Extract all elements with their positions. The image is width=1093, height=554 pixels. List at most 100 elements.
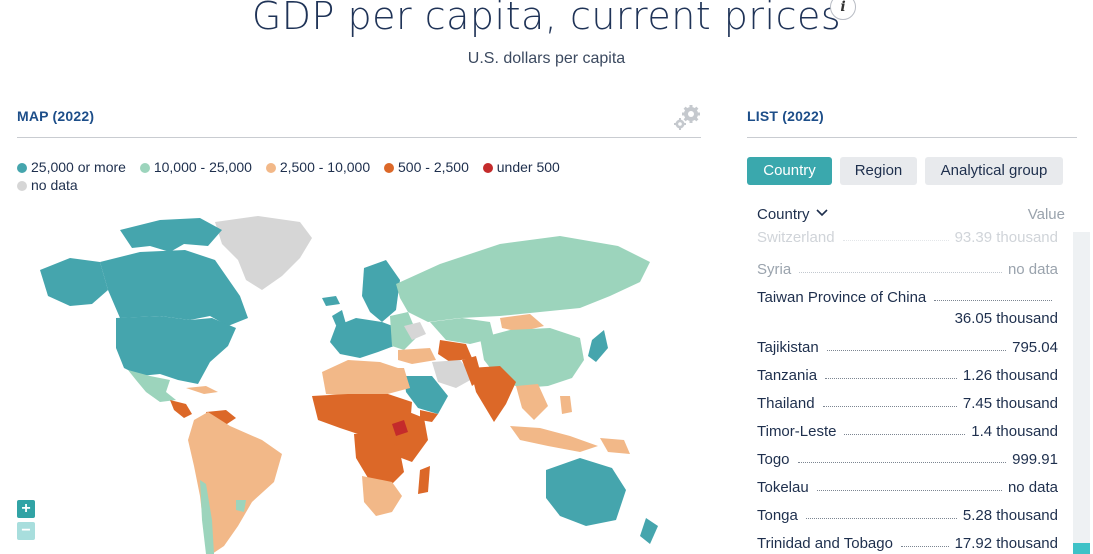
legend-dot [482,163,493,173]
country-name: Switzerland [757,230,835,246]
list-item[interactable]: Timor-Leste 1.4 thousand [757,416,1058,440]
map-region-japan [588,330,608,362]
list-item[interactable]: Tajikistan 795.04 [757,332,1058,356]
country-name: Tokelau [757,479,809,496]
legend-label: no data [31,177,78,193]
map-region-central-asia [438,340,472,362]
map-heading: MAP (2022) [17,108,95,124]
map-region-caribbean [186,386,218,394]
list-item[interactable]: Togo 999.91 [757,444,1058,468]
map-region-chile [200,480,214,554]
map-region-central-america [170,400,192,418]
country-name: Timor-Leste [757,423,837,440]
map-region-western-europe [330,318,398,358]
legend-item[interactable]: no data [17,176,78,194]
country-value: 5.28 thousand [962,507,1058,524]
legend-label: 500 - 2,500 [398,159,469,175]
map-region-central-southern-africa [354,432,404,486]
map-region-canada [100,250,248,326]
map-region-alaska [40,258,108,306]
country-value: no data [1007,479,1058,496]
map-heading-divider [17,137,701,138]
country-value: 93.39 thousand [954,230,1058,246]
list-item[interactable]: Tanzania 1.26 thousand [757,360,1058,384]
tab-analytical-group[interactable]: Analytical group [925,157,1063,185]
world-map[interactable] [0,200,700,554]
value-column-label: Value [1027,206,1065,223]
country-column-label: Country [757,206,810,223]
country-name: Taiwan Province of China [757,289,927,306]
map-legend: 25,000 or more 10,000 - 25,000 2,500 - 1… [17,158,657,194]
list-item[interactable]: Switzerland 93.39 thousand [757,230,1058,246]
legend-label: 25,000 or more [31,159,126,175]
country-name: Trinidad and Tobago [757,535,893,552]
country-list[interactable]: Switzerland 93.39 thousand Syria no data T… [747,230,1067,554]
legend-item[interactable]: 2,500 - 10,000 [265,158,370,176]
map-region-madagascar [418,466,430,494]
list-heading-divider [747,137,1077,138]
zoom-in-button[interactable]: + [17,500,35,518]
country-name: Tajikistan [757,339,819,356]
tab-region[interactable]: Region [840,157,917,185]
tab-country[interactable]: Country [747,157,832,185]
map-region-kazakhstan [430,318,494,344]
country-value: 7.45 thousand [962,395,1058,412]
list-scrollbar[interactable] [1073,232,1090,554]
map-region-philippines [560,396,572,414]
info-icon[interactable]: i [830,0,856,20]
map-region-arctic-islands [120,218,222,252]
map-region-indonesia [510,426,598,452]
country-value: 1.26 thousand [962,367,1058,384]
zoom-out-button[interactable]: − [17,522,35,540]
chevron-down-icon [816,209,828,217]
country-value: no data [1007,261,1058,278]
legend-dot [17,181,27,191]
map-region-southeast-asia [516,384,548,420]
map-region-uruguay [236,500,246,512]
country-name: Tanzania [757,367,818,384]
list-heading: LIST (2022) [747,108,824,124]
country-sort-header[interactable]: Country [757,206,828,223]
legend-item[interactable]: 25,000 or more [17,158,126,176]
legend-dot [17,163,27,173]
gear-icon[interactable] [672,104,702,132]
list-item[interactable]: Tokelau no data [757,472,1058,496]
map-region-egypt [384,368,410,390]
map-region-iceland [322,296,340,306]
page-subtitle: U.S. dollars per capita [467,50,626,67]
map-region-usa [116,316,236,384]
country-value: 795.04 [1012,339,1058,356]
legend-item[interactable]: under 500 [482,158,560,176]
map-region-russia [396,236,650,322]
map-region-ukraine [404,322,426,340]
country-name: Thailand [757,395,815,412]
list-item[interactable]: Tonga 5.28 thousand [757,500,1058,524]
list-item[interactable]: Syria no data [757,254,1058,278]
map-region-yemen [420,410,438,422]
country-value: 999.91 [1012,451,1058,468]
country-value: 17.92 thousand [954,535,1058,552]
map-region-iran [432,360,474,388]
legend-label: 10,000 - 25,000 [153,159,252,175]
map-region-scandinavia [362,260,400,322]
country-name: Tonga [757,507,798,524]
map-region-australia [546,458,626,526]
map-region-turkey [398,348,436,364]
legend-item[interactable]: 10,000 - 25,000 [139,158,252,176]
map-region-mongolia [500,314,544,332]
country-name: Togo [757,451,790,468]
map-region-new-zealand [640,518,658,544]
map-region-mexico [128,370,176,402]
list-item[interactable]: Trinidad and Tobago 17.92 thousand [757,528,1058,552]
legend-item[interactable]: 500 - 2,500 [384,158,469,176]
list-item[interactable]: Taiwan Province of China [757,282,1058,306]
map-region-southern-africa [362,476,402,516]
legend-dot [265,163,276,173]
legend-dot [384,163,395,173]
map-region-arabia [404,376,448,414]
map-region-papua [600,438,630,454]
page-title: GDP per capita, current prices [251,0,842,38]
list-scrollbar-thumb[interactable] [1073,543,1090,554]
country-value: 36.05 thousand [954,310,1058,327]
list-item[interactable]: Thailand 7.45 thousand [757,388,1058,412]
